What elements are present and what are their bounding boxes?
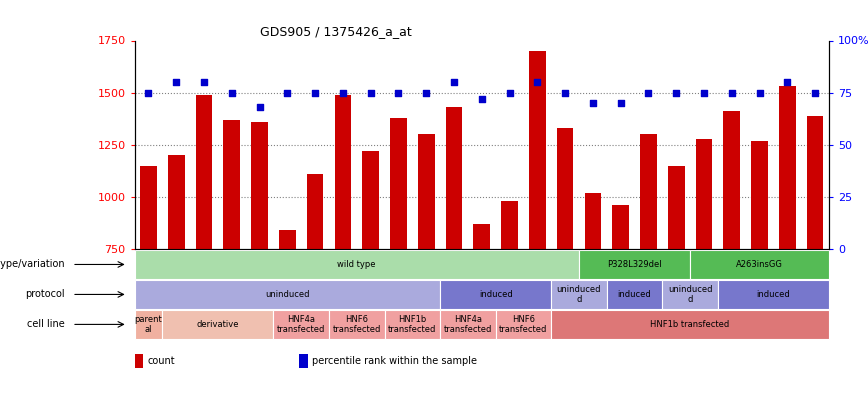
Bar: [195, 95, 213, 249]
Text: P328L329del: P328L329del: [608, 260, 661, 269]
Bar: [695, 139, 713, 249]
Point: [447, 79, 461, 85]
Text: genotype/variation: genotype/variation: [0, 260, 65, 269]
Bar: [223, 120, 240, 249]
Point: [169, 79, 183, 85]
Text: count: count: [148, 356, 175, 366]
Point: [780, 79, 794, 85]
Bar: [362, 151, 379, 249]
Point: [280, 90, 294, 96]
Bar: [723, 111, 740, 249]
Bar: [329, 310, 385, 339]
Bar: [162, 310, 273, 339]
Point: [530, 79, 544, 85]
Bar: [584, 193, 602, 249]
Bar: [779, 86, 796, 249]
Bar: [135, 310, 162, 339]
Bar: [556, 128, 574, 249]
Point: [197, 79, 211, 85]
Point: [808, 90, 822, 96]
Text: derivative: derivative: [197, 320, 239, 329]
Bar: [529, 51, 546, 249]
Text: uninduced
d: uninduced d: [667, 285, 713, 304]
Point: [225, 90, 239, 96]
Point: [614, 100, 628, 106]
Point: [308, 90, 322, 96]
Text: protocol: protocol: [25, 290, 65, 299]
Bar: [418, 134, 435, 249]
Bar: [306, 174, 324, 249]
Point: [753, 90, 766, 96]
Text: wild type: wild type: [338, 260, 376, 269]
Point: [419, 90, 433, 96]
Bar: [135, 354, 143, 369]
Bar: [140, 166, 157, 249]
Bar: [718, 280, 829, 309]
Point: [586, 100, 600, 106]
Text: uninduced: uninduced: [265, 290, 310, 299]
Text: induced: induced: [757, 290, 790, 299]
Bar: [662, 280, 718, 309]
Text: uninduced
d: uninduced d: [556, 285, 602, 304]
Point: [364, 90, 378, 96]
Text: A263insGG: A263insGG: [736, 260, 783, 269]
Bar: [806, 115, 824, 249]
Bar: [640, 134, 657, 249]
Text: induced: induced: [618, 290, 651, 299]
Bar: [667, 166, 685, 249]
Bar: [390, 118, 407, 249]
Bar: [168, 155, 185, 249]
Bar: [501, 201, 518, 249]
Bar: [496, 310, 551, 339]
Point: [253, 104, 266, 111]
Text: induced: induced: [479, 290, 512, 299]
Text: HNF6
transfected: HNF6 transfected: [332, 315, 381, 334]
Bar: [440, 280, 551, 309]
Text: HNF1b
transfected: HNF1b transfected: [388, 315, 437, 334]
Bar: [279, 230, 296, 249]
Bar: [607, 280, 662, 309]
Text: HNF4a
transfected: HNF4a transfected: [277, 315, 326, 334]
Bar: [135, 250, 579, 279]
Bar: [385, 310, 440, 339]
Bar: [299, 354, 308, 369]
Bar: [445, 107, 463, 249]
Point: [503, 90, 516, 96]
Point: [391, 90, 405, 96]
Text: HNF4a
transfected: HNF4a transfected: [444, 315, 492, 334]
Bar: [135, 280, 440, 309]
Point: [558, 90, 572, 96]
Point: [475, 96, 489, 102]
Bar: [334, 95, 352, 249]
Point: [141, 90, 155, 96]
Bar: [551, 280, 607, 309]
Point: [725, 90, 739, 96]
Text: parent
al: parent al: [135, 315, 162, 334]
Bar: [273, 310, 329, 339]
Bar: [751, 141, 768, 249]
Text: GDS905 / 1375426_a_at: GDS905 / 1375426_a_at: [260, 25, 411, 38]
Text: HNF1b transfected: HNF1b transfected: [650, 320, 730, 329]
Point: [669, 90, 683, 96]
Text: percentile rank within the sample: percentile rank within the sample: [312, 356, 477, 366]
Bar: [440, 310, 496, 339]
Point: [641, 90, 655, 96]
Point: [697, 90, 711, 96]
Bar: [251, 122, 268, 249]
Text: HNF6
transfected: HNF6 transfected: [499, 315, 548, 334]
Bar: [579, 250, 690, 279]
Bar: [690, 250, 829, 279]
Bar: [551, 310, 829, 339]
Point: [336, 90, 350, 96]
Bar: [612, 205, 629, 249]
Bar: [473, 224, 490, 249]
Text: cell line: cell line: [28, 320, 65, 329]
